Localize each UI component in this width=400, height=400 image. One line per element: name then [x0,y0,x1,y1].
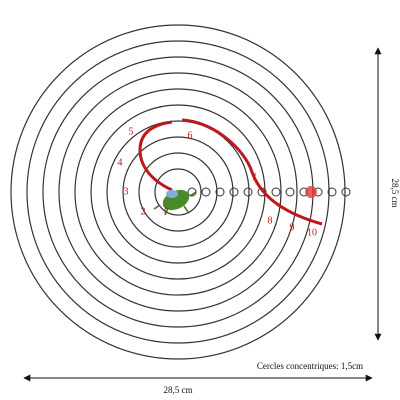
trajectory [138,118,323,226]
path-label: 2 [141,206,146,217]
path-label: 7 [252,172,257,183]
path-label: 10 [307,227,317,238]
path-label: 6 [188,130,193,141]
small-circle [229,187,239,197]
beetle-icon [153,189,197,216]
small-circle [215,187,225,197]
marker-circles [187,187,351,197]
small-circle [341,187,351,197]
ring [10,24,346,360]
small-circle [243,187,253,197]
path-label: 4 [118,157,123,168]
circle-note: Cercles concentriques: 1,5cm [257,361,363,371]
ring [106,120,250,264]
ring [58,72,298,312]
width-label: 28,5 cm [164,385,193,395]
ring [122,136,234,248]
small-circle [201,187,211,197]
ring [138,152,218,232]
small-circle [271,187,281,197]
path-label: 5 [129,126,134,137]
small-circle [285,187,295,197]
path-labels: 1 2 3 4 5 6 7 8 9 10 [118,126,318,238]
ring [26,40,330,344]
path-label: 9 [290,222,295,233]
height-label: 28,5 cm [390,179,400,208]
ring [154,168,202,216]
small-circle [327,187,337,197]
path-label: 1 [163,204,168,215]
path-label: 8 [268,215,273,226]
path-label: 3 [124,186,129,197]
target [305,186,317,198]
ring [74,88,282,296]
